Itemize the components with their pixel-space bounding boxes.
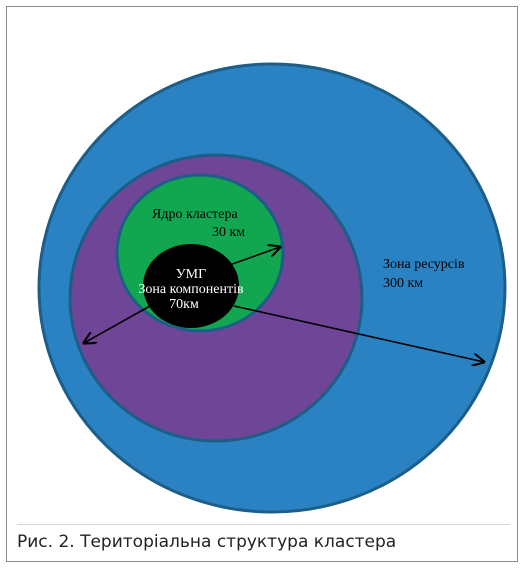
umg-center-circle	[143, 244, 239, 328]
resources-zone-label: Зона ресурсів	[383, 257, 465, 272]
components-zone-label: Зона компонентів	[138, 282, 244, 297]
umg-label: УМГ	[176, 267, 206, 282]
components-zone-radius: 70км	[169, 297, 199, 312]
caption-divider	[17, 524, 510, 525]
resources-radius-arrow	[233, 305, 484, 362]
components-radius-arrow	[84, 305, 151, 343]
core-zone-radius: 30 км	[212, 225, 245, 240]
core-radius-arrow	[209, 247, 280, 273]
figure-caption: Рис. 2. Територіальна структура кластера	[17, 532, 397, 552]
resources-zone-radius: 300 км	[383, 276, 423, 291]
core-zone-label: Ядро кластера	[152, 207, 239, 222]
